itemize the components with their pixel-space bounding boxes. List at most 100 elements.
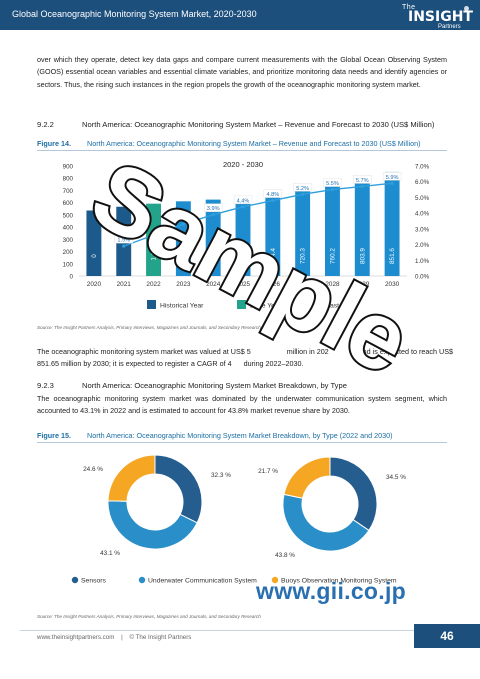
y2-axis-tick-label: 0.0% xyxy=(415,274,430,281)
growth-point xyxy=(122,244,126,248)
slice-label: 43.1 % xyxy=(100,550,120,557)
logo-main-text: INSIGHT xyxy=(408,9,473,25)
growth-point xyxy=(360,184,364,189)
growth-label: 4.4% xyxy=(237,198,250,204)
growth-label: 3.3% xyxy=(177,216,190,222)
insight-partners-logo: The INSIGHT Partners xyxy=(398,4,474,30)
bar-value-label: 5.0 xyxy=(210,251,217,260)
growth-point xyxy=(211,213,215,217)
figure-14-source: Source: The Insight Partners Analysis, P… xyxy=(37,325,261,330)
x-axis-tick-label: 2022 xyxy=(146,281,161,288)
gii-watermark: www.gii.co.jp xyxy=(256,578,406,604)
footer-copyright: © The Insight Partners xyxy=(129,634,192,641)
bar-value-label: 851.6 xyxy=(389,248,396,264)
growth-label: 1.9% xyxy=(117,238,130,244)
legend-label: Underwater Communication System xyxy=(148,578,257,585)
legend-label: Base Ye xyxy=(250,303,275,310)
market-value-paragraph: The oceanographic monitoring system mark… xyxy=(37,346,453,371)
y-axis-tick-label: 100 xyxy=(63,261,74,268)
para2-line1: The oceanographic monitoring system mark… xyxy=(37,347,251,356)
revenue-forecast-chart: 2020 - 2030 0 100 200 300 400 500 600 700 800 900 0… xyxy=(63,160,430,310)
footer-divider xyxy=(20,630,420,631)
growth-point xyxy=(301,192,305,196)
bar xyxy=(295,187,311,276)
watermark-text: Sample xyxy=(75,150,427,390)
x-axis-tick-label: 2024 xyxy=(206,281,221,288)
y-axis-tick-label: 800 xyxy=(63,176,74,183)
y-axis-tick-label: 900 xyxy=(63,164,74,171)
sample-watermark: Sample xyxy=(73,150,429,390)
growth-label-box xyxy=(353,175,372,184)
y2-axis-tick-label: 6.0% xyxy=(415,179,430,186)
figure-divider xyxy=(37,442,447,443)
x-axis-tick-label: 2026 xyxy=(266,281,281,288)
bar xyxy=(265,192,281,276)
growth-label: 5.5% xyxy=(326,181,339,187)
growth-label: 5.7% xyxy=(356,178,369,184)
growth-label: 5.9% xyxy=(386,175,399,181)
bar xyxy=(86,210,102,276)
x-axis-tick-label: 2028 xyxy=(325,281,340,288)
bar-value-label: 1.8 xyxy=(151,251,158,260)
figure-caption-text: North America: Oceanographic Monitoring … xyxy=(87,431,393,440)
figure-label: Figure 14. xyxy=(37,139,71,148)
growth-label-box xyxy=(233,195,253,205)
growth-point xyxy=(330,187,335,192)
y-axis-tick-label: 600 xyxy=(63,200,74,207)
bar-value-label: 803.9 xyxy=(359,248,366,264)
y2-axis-tick-label: 1.0% xyxy=(415,258,430,265)
figure-divider xyxy=(37,150,447,151)
growth-label-box xyxy=(382,172,402,181)
legend-label: Buoys Observation Monitoring System xyxy=(281,578,397,585)
y-axis-tick-label: 300 xyxy=(63,237,74,244)
y2-axis-tick-label: 5.0% xyxy=(415,195,430,202)
type-breakdown-donuts: 32.3 % 43.1 % 24.6 % 34.5 % 43.8 % 21.7 % Sens… xyxy=(71,454,406,585)
para2-tail1: million in 202 xyxy=(286,347,329,356)
growth-point xyxy=(241,205,245,209)
y-axis-tick-label: 500 xyxy=(63,212,74,219)
growth-label-box xyxy=(263,189,283,198)
legend-swatch xyxy=(317,300,326,309)
growth-label-box xyxy=(323,178,342,187)
y-axis-tick-label: 0 xyxy=(70,274,74,281)
intro-paragraph: over which they operate, detect key data… xyxy=(37,55,447,89)
slice-label: 43.8 % xyxy=(275,552,295,559)
bar-value-label: 652.8 xyxy=(240,248,247,264)
growth-label: 5.2% xyxy=(296,186,309,192)
legend-swatch xyxy=(138,576,146,584)
y-axis-tick-label: 400 xyxy=(63,225,74,232)
figure-14-caption: Figure 14. North America: Oceanographic M… xyxy=(37,139,421,148)
section-number: 9.2.3 xyxy=(37,381,54,390)
donut-slice xyxy=(107,500,198,550)
chart-title: 2020 - 2030 xyxy=(223,160,263,169)
donut-slice xyxy=(283,456,331,499)
section-heading-922: 9.2.2 North America: Oceanographic Monito… xyxy=(37,120,434,129)
donut-slice xyxy=(107,454,156,502)
figure-15-caption: Figure 15. North America: Oceanographic M… xyxy=(37,431,393,440)
logo-sub-text: Partners xyxy=(438,24,461,30)
growth-point xyxy=(181,222,185,226)
donut-slice xyxy=(282,493,370,552)
legend-swatch xyxy=(271,576,279,584)
bar-value-label: 760.2 xyxy=(329,248,336,264)
slice-label: 34.5 % xyxy=(386,474,406,481)
x-axis-tick-label: 2021 xyxy=(117,281,132,288)
x-axis-tick-label: 2023 xyxy=(176,281,191,288)
footer-url[interactable]: www.theinsightpartners.com xyxy=(37,634,115,641)
section-title: North America: Oceanographic Monitoring … xyxy=(82,120,435,129)
y2-axis-tick-label: 7.0% xyxy=(415,164,430,171)
y2-axis-tick-label: 3.0% xyxy=(415,226,430,233)
page-number: 46 xyxy=(414,624,480,648)
legend-swatch xyxy=(237,300,246,309)
bar-value-label: 0 xyxy=(91,254,98,258)
y-axis-tick-label: 700 xyxy=(63,188,74,195)
growth-point xyxy=(271,198,275,203)
section-heading-923: 9.2.3 North America: Oceanographic Monito… xyxy=(37,381,347,390)
legend-label: Sensors xyxy=(81,578,107,585)
bar xyxy=(354,177,370,276)
bar xyxy=(235,196,251,276)
figure-label: Figure 15. xyxy=(37,431,71,440)
x-axis-tick-label: 2030 xyxy=(385,281,400,288)
growth-point xyxy=(390,181,394,185)
slice-label: 21.7 % xyxy=(258,468,278,475)
